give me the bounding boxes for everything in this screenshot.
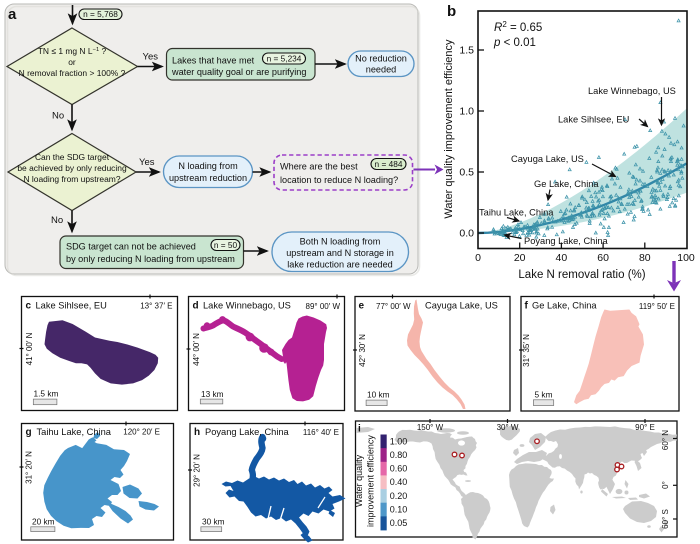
svg-text:1.0: 1.0 xyxy=(459,106,474,118)
svg-text:0.20: 0.20 xyxy=(390,491,408,501)
svg-text:80: 80 xyxy=(639,252,651,264)
svg-text:needed: needed xyxy=(366,65,396,75)
svg-text:0.60: 0.60 xyxy=(390,464,408,474)
svg-text:13 km: 13 km xyxy=(201,389,224,399)
svg-text:0.80: 0.80 xyxy=(390,450,408,460)
svg-text:Poyang Lake, China: Poyang Lake, China xyxy=(524,236,609,246)
svg-text:Where are the best: Where are the best xyxy=(280,162,358,172)
svg-text:No reduction: No reduction xyxy=(355,54,407,64)
svg-text:42° 30′ N: 42° 30′ N xyxy=(358,334,367,367)
svg-text:h: h xyxy=(194,427,200,438)
svg-text:n = 5,234: n = 5,234 xyxy=(267,54,302,64)
svg-text:5 km: 5 km xyxy=(535,390,553,400)
svg-text:N loading from: N loading from xyxy=(178,161,237,171)
svg-text:a: a xyxy=(8,6,17,23)
svg-text:No: No xyxy=(52,111,64,122)
svg-text:or: or xyxy=(68,57,76,67)
svg-text:116° 40′ E: 116° 40′ E xyxy=(303,428,339,437)
svg-text:improvement efficiency: improvement efficiency xyxy=(366,435,376,527)
svg-text:60° N: 60° N xyxy=(661,430,670,450)
svg-text:Ge Lake, China: Ge Lake, China xyxy=(532,301,597,311)
svg-text:1.5 km: 1.5 km xyxy=(34,389,59,399)
svg-text:Lake Winnebago, US: Lake Winnebago, US xyxy=(588,86,676,96)
svg-text:89° 00′ W: 89° 00′ W xyxy=(306,302,341,311)
svg-text:b: b xyxy=(447,3,456,20)
svg-text:Water quality improvement effi: Water quality improvement efficiency xyxy=(443,39,455,219)
svg-text:1.5: 1.5 xyxy=(459,45,474,57)
svg-text:0.40: 0.40 xyxy=(390,477,408,487)
svg-text:by only reducing N loading fro: by only reducing N loading from upstream xyxy=(66,254,235,264)
svg-text:31° 20′ N: 31° 20′ N xyxy=(25,451,34,484)
svg-text:30° W: 30° W xyxy=(497,423,519,432)
svg-text:water quality goal or are puri: water quality goal or are purifying xyxy=(171,67,306,77)
svg-text:20: 20 xyxy=(514,252,526,264)
svg-text:Lake Sihlsee, EU: Lake Sihlsee, EU xyxy=(36,301,107,311)
svg-text:0.05: 0.05 xyxy=(390,518,408,528)
svg-text:f: f xyxy=(525,301,529,312)
svg-text:g: g xyxy=(26,427,32,438)
svg-text:1.00: 1.00 xyxy=(390,436,408,446)
svg-text:Ge Lake, China: Ge Lake, China xyxy=(534,179,599,189)
svg-text:Both N loading from: Both N loading from xyxy=(300,237,381,247)
svg-text:n = 5,768: n = 5,768 xyxy=(83,9,118,19)
svg-text:90° E: 90° E xyxy=(635,423,655,432)
svg-text:R2 = 0.65: R2 = 0.65 xyxy=(494,20,542,34)
svg-text:TN ≤ 1 mg N L−1 ?: TN ≤ 1 mg N L−1 ? xyxy=(38,46,107,56)
svg-text:i: i xyxy=(358,424,361,435)
svg-text:0: 0 xyxy=(475,252,481,264)
svg-text:Water quality: Water quality xyxy=(354,454,364,507)
svg-text:0°: 0° xyxy=(661,481,670,489)
svg-text:lake reduction are needed: lake reduction are needed xyxy=(287,260,393,270)
svg-text:150° W: 150° W xyxy=(417,423,444,432)
svg-text:13° 37′ E: 13° 37′ E xyxy=(140,302,172,311)
svg-text:100: 100 xyxy=(677,252,695,264)
svg-text:c: c xyxy=(26,301,32,312)
svg-text:31° 35′ N: 31° 35′ N xyxy=(522,334,531,367)
svg-text:n = 50: n = 50 xyxy=(214,240,238,250)
svg-text:60° S: 60° S xyxy=(661,509,670,529)
svg-text:20 km: 20 km xyxy=(32,517,55,527)
svg-text:location to reduce N loading?: location to reduce N loading? xyxy=(280,175,398,185)
svg-text:N removal fraction > 100% ?: N removal fraction > 100% ? xyxy=(19,68,126,78)
svg-text:Lake N removal ratio (%): Lake N removal ratio (%) xyxy=(518,269,645,281)
svg-text:upstream reduction: upstream reduction xyxy=(169,173,247,183)
svg-text:0.10: 0.10 xyxy=(390,505,408,515)
svg-text:n = 484: n = 484 xyxy=(375,159,403,169)
svg-text:Taihu Lake, China: Taihu Lake, China xyxy=(37,427,112,437)
svg-text:SDG target can not be achieved: SDG target can not be achieved xyxy=(66,242,196,252)
svg-text:Poyang Lake, China: Poyang Lake, China xyxy=(205,427,290,437)
svg-text:0.0: 0.0 xyxy=(459,228,474,240)
svg-text:Lake Sihlsee, EU: Lake Sihlsee, EU xyxy=(558,115,629,125)
svg-text:10 km: 10 km xyxy=(367,390,390,400)
svg-text:Yes: Yes xyxy=(143,52,159,63)
svg-text:upstream and N storage in: upstream and N storage in xyxy=(286,248,394,258)
svg-text:0.5: 0.5 xyxy=(459,167,474,179)
svg-text:No: No xyxy=(51,215,63,226)
svg-text:Cayuga Lake, US: Cayuga Lake, US xyxy=(511,154,584,164)
svg-text:44° 00′ N: 44° 00′ N xyxy=(192,333,201,366)
svg-text:120° 20′ E: 120° 20′ E xyxy=(123,428,160,437)
svg-text:60: 60 xyxy=(597,252,609,264)
svg-text:41° 00′ N: 41° 00′ N xyxy=(25,332,34,365)
svg-text:Can the SDG target: Can the SDG target xyxy=(35,152,110,162)
svg-text:Cayuga Lake, US: Cayuga Lake, US xyxy=(425,301,498,311)
svg-text:d: d xyxy=(193,301,199,312)
svg-text:30 km: 30 km xyxy=(202,517,225,527)
svg-text:77° 00′ W: 77° 00′ W xyxy=(376,302,411,311)
svg-text:Taihu Lake, China: Taihu Lake, China xyxy=(479,208,554,218)
svg-text:e: e xyxy=(359,301,365,312)
svg-text:be achieved by only reducing: be achieved by only reducing xyxy=(17,163,127,173)
svg-text:119° 50′ E: 119° 50′ E xyxy=(639,302,675,311)
svg-text:Yes: Yes xyxy=(139,157,155,168)
svg-text:N loading from upstream?: N loading from upstream? xyxy=(23,174,120,184)
svg-text:p < 0.01: p < 0.01 xyxy=(493,37,536,49)
svg-text:29° 20′ N: 29° 20′ N xyxy=(193,454,202,487)
svg-text:Lakes that have met: Lakes that have met xyxy=(172,56,255,66)
svg-text:40: 40 xyxy=(556,252,568,264)
svg-text:Lake Winnebago, US: Lake Winnebago, US xyxy=(203,301,291,311)
